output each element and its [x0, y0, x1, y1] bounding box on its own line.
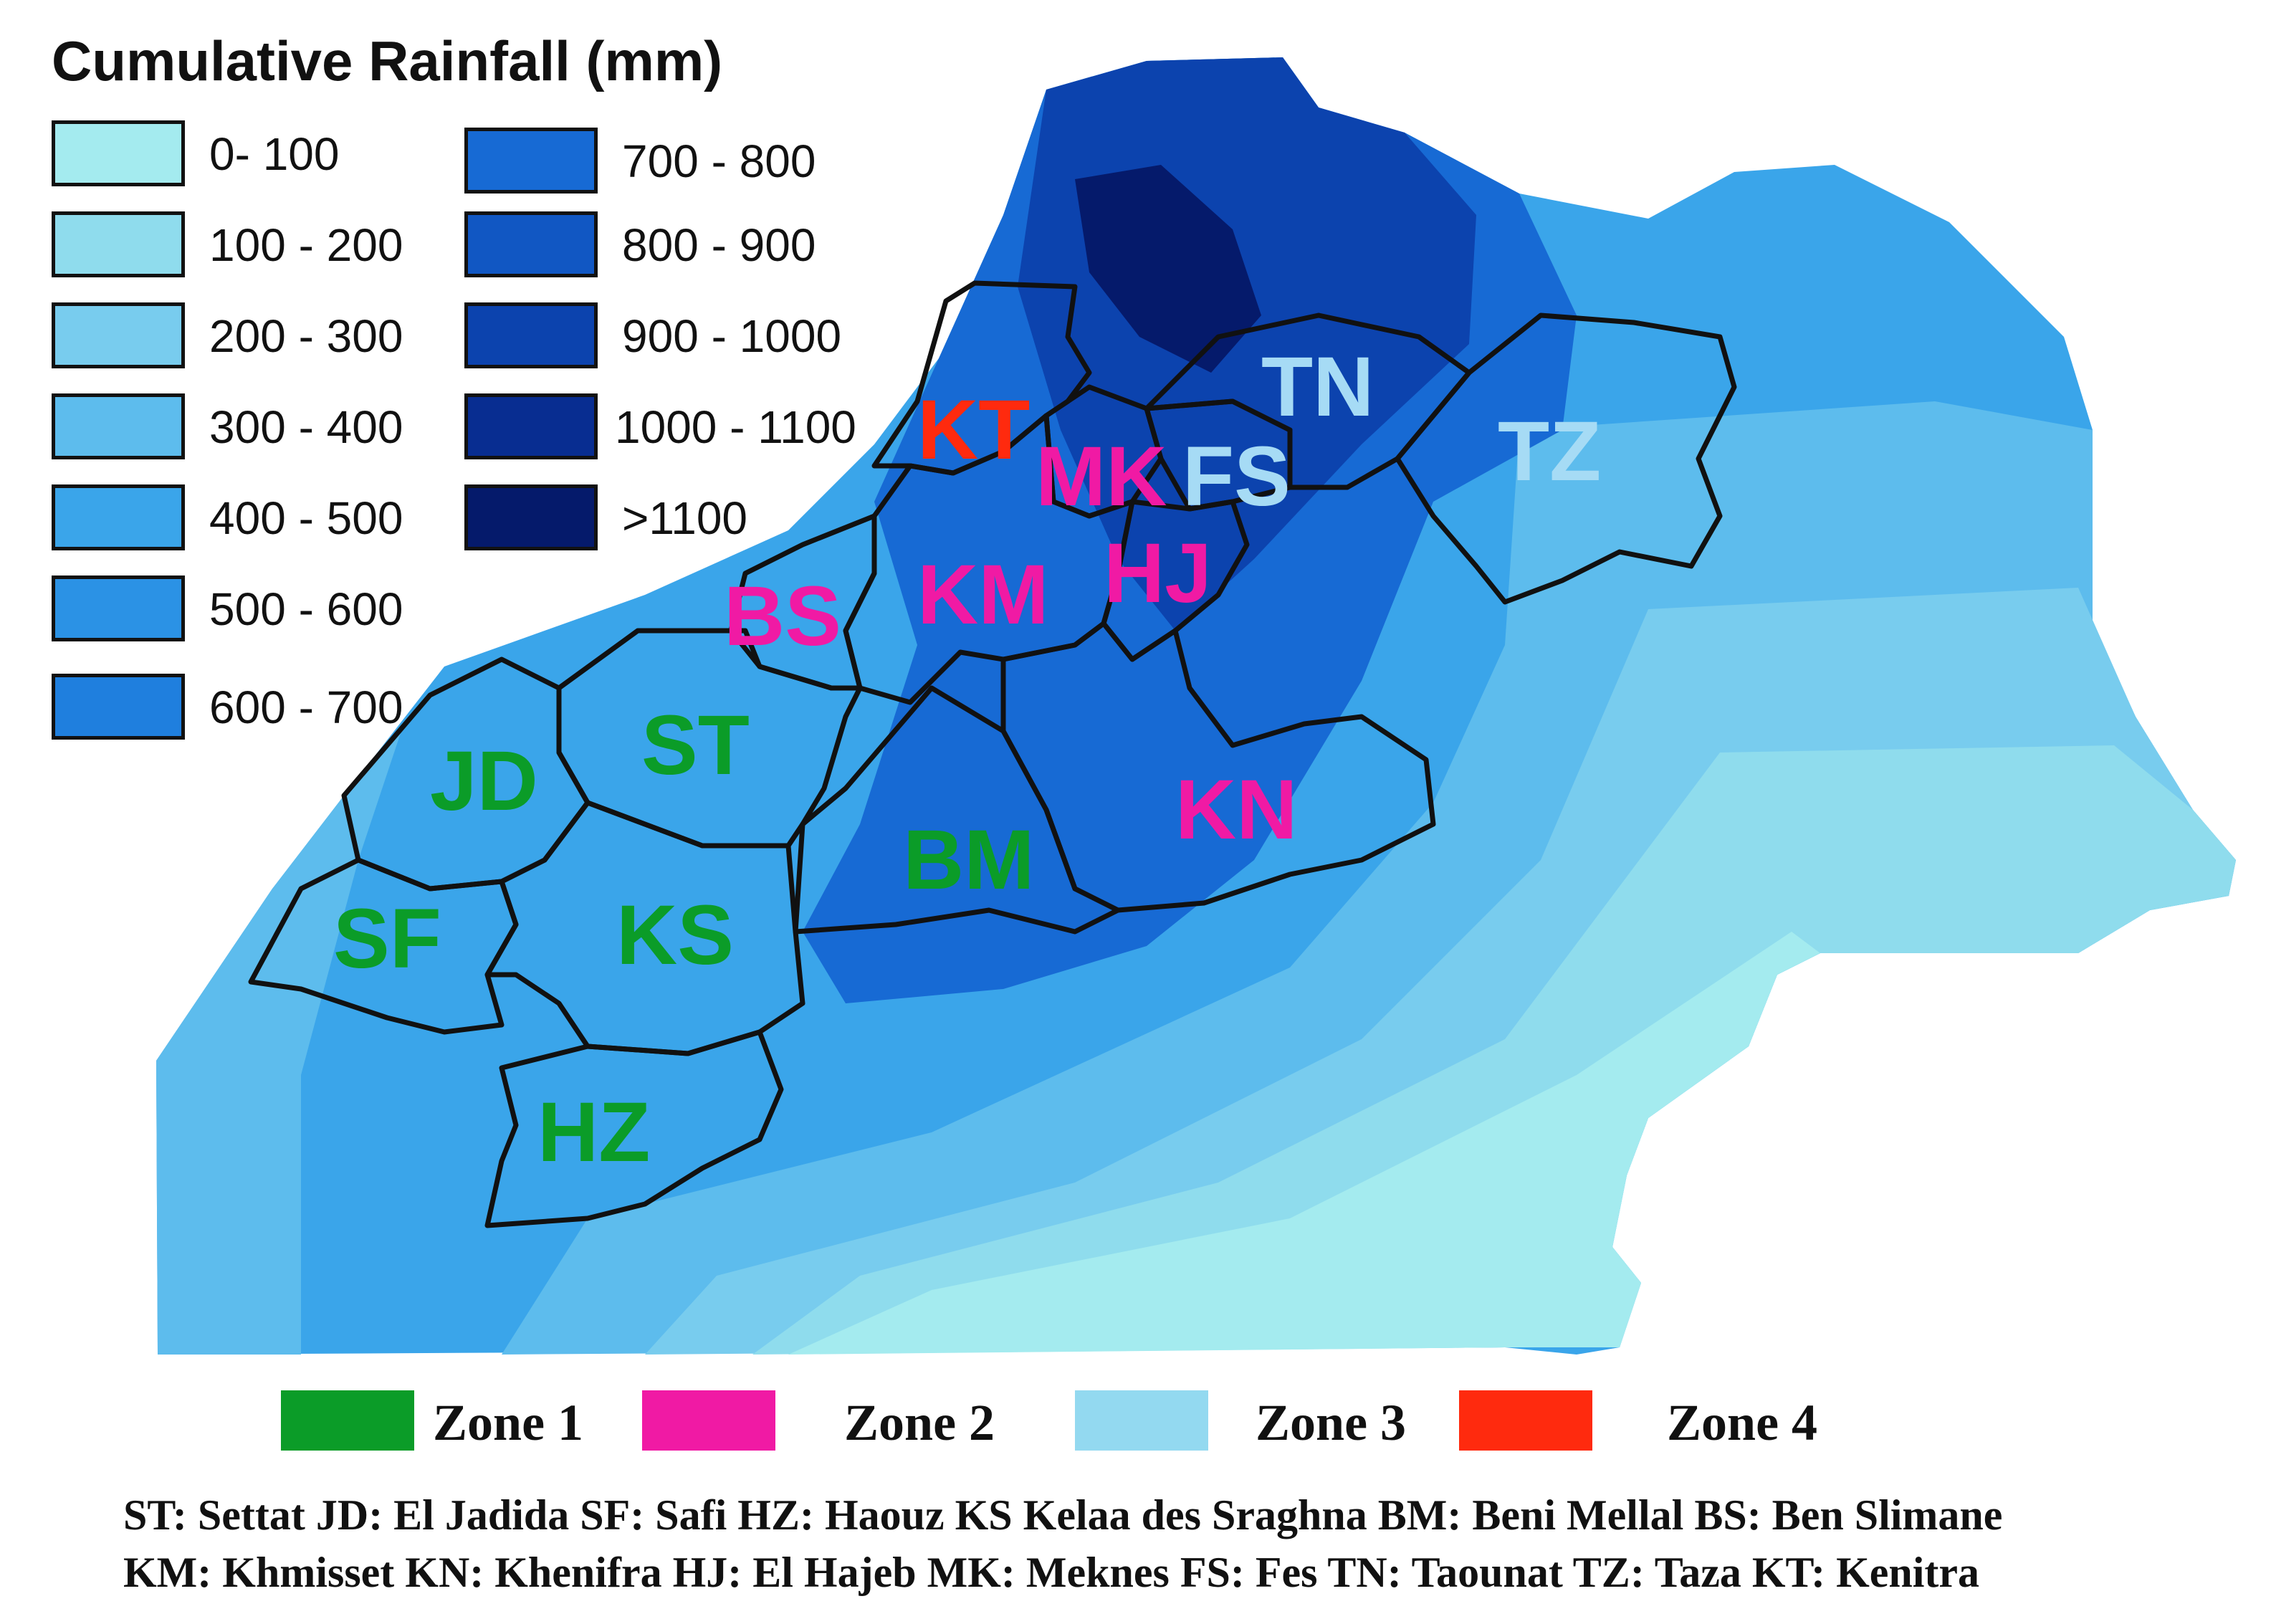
legend-label: 100 - 200 [209, 219, 403, 271]
zone-label: Zone 2 [844, 1394, 995, 1451]
legend-label: 900 - 1000 [622, 310, 842, 362]
province-boundary-ks [484, 800, 805, 1056]
legend-label: 400 - 500 [209, 492, 403, 544]
legend-swatch [52, 484, 185, 550]
province-label-bs: BS [724, 569, 841, 664]
province-label-bm: BM [903, 813, 1035, 907]
rainfall-band-1100 [1075, 165, 1261, 373]
rainfall-band-coast [156, 731, 401, 1355]
zone-label: Zone 4 [1667, 1394, 1818, 1451]
legend-label: 1000 - 1100 [615, 401, 856, 453]
legend-swatch [52, 393, 185, 459]
province-labels: TN TZ KT MK FS KM HJ BS ST JD KN BM SF K… [333, 340, 1601, 1180]
legend-swatch [464, 393, 598, 459]
legend-title: Cumulative Rainfall (mm) [52, 29, 723, 92]
province-label-fs: FS [1182, 429, 1291, 524]
province-label-sf: SF [333, 892, 441, 986]
province-label-jd: JD [430, 734, 538, 828]
province-boundary-bs [728, 513, 877, 691]
zone-swatch [1075, 1390, 1208, 1451]
rainfall-band-100 [752, 745, 2236, 1355]
legend-swatch [464, 128, 598, 194]
legend-swatch [52, 120, 185, 186]
legend-swatch [52, 302, 185, 368]
legend-swatch [464, 211, 598, 277]
province-label-tz: TZ [1498, 404, 1601, 499]
legend-label: >1100 [622, 492, 747, 544]
province-boundary-sf [248, 857, 519, 1035]
province-boundary-tz [1395, 312, 1737, 605]
zone-swatch [1459, 1390, 1592, 1451]
zone-swatch [642, 1390, 775, 1451]
legend-swatch [464, 484, 598, 550]
province-label-hz: HZ [537, 1085, 650, 1180]
legend-label: 0- 100 [209, 128, 340, 180]
footnote-line-1: ST: Settat JD: El Jadida SF: Safi HZ: Ha… [123, 1491, 2003, 1539]
zone-swatch [281, 1390, 414, 1451]
legend-label: 700 - 800 [622, 135, 816, 187]
legend-swatch [52, 674, 185, 740]
legend-label: 200 - 300 [209, 310, 403, 362]
rainfall-band-0 [788, 932, 1820, 1355]
province-label-hj: HJ [1104, 526, 1212, 621]
province-boundaries [248, 280, 1737, 1228]
legend-label: 300 - 400 [209, 401, 403, 453]
legend-label: 800 - 900 [622, 219, 816, 271]
province-label-ks: KS [616, 888, 734, 983]
zone-label: Zone 3 [1256, 1394, 1407, 1451]
province-label-tn: TN [1261, 340, 1374, 434]
legend-swatch [464, 302, 598, 368]
province-label-kt: KT [917, 383, 1030, 477]
province-boundary-bm [793, 685, 1121, 935]
footnote-line-2: KM: Khmisset KN: Khenifra HJ: El Hajeb M… [123, 1549, 1980, 1596]
province-label-st: ST [641, 698, 750, 793]
zone-label: Zone 1 [433, 1394, 584, 1451]
legend-swatch [52, 211, 185, 277]
province-label-mk: MK [1036, 429, 1167, 524]
province-boundary-hz [484, 1029, 784, 1228]
legend-label: 500 - 600 [209, 583, 403, 635]
legend-label: 600 - 700 [209, 682, 403, 733]
province-label-km: KM [917, 548, 1049, 642]
legend-swatch [52, 575, 185, 641]
province-label-kn: KN [1175, 763, 1297, 857]
